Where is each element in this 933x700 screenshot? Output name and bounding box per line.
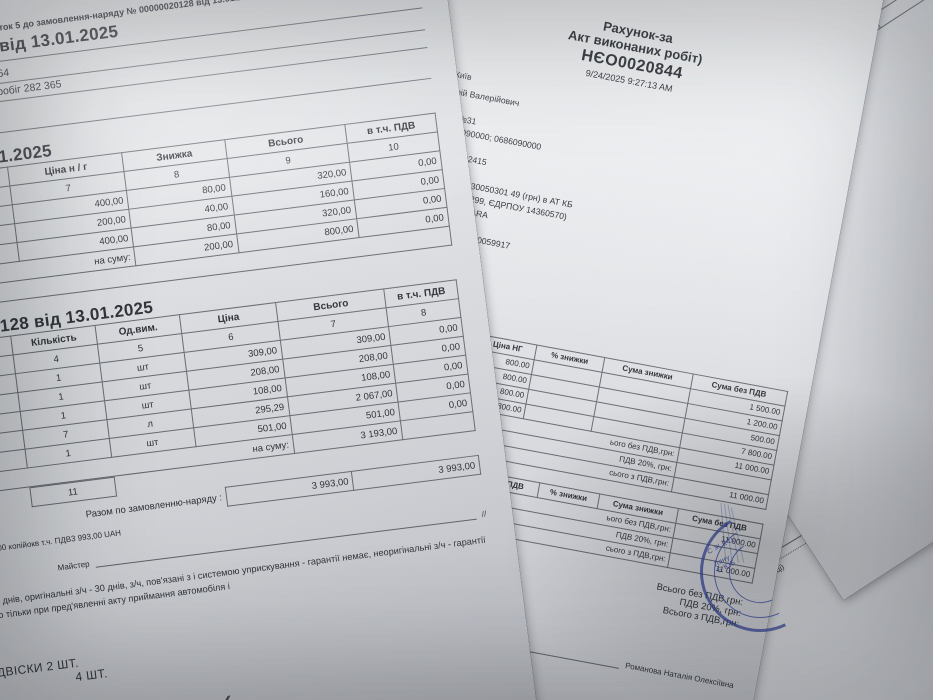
ord-master-label: Майстер (57, 559, 91, 573)
handwritten-checkmark: ✓ (212, 687, 237, 700)
akt-customer-name: Романова Наталія Олексіївна (624, 660, 735, 690)
pen-scribble (720, 502, 745, 563)
signature-slash: // (481, 509, 487, 519)
order-sheet: гг, Україна, м.Кривий Ріг, Додаток 5 до … (0, 0, 537, 700)
